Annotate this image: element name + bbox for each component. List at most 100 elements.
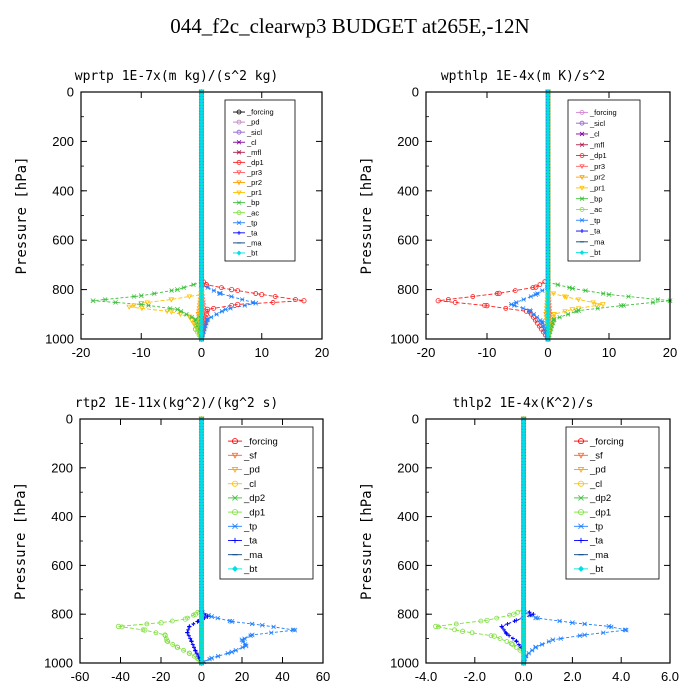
series-marker-dp1 (165, 639, 171, 644)
data-point-dp1 (301, 298, 307, 304)
data-point-bp (174, 287, 180, 293)
data-point-tp (243, 643, 249, 649)
data-point-tp (239, 637, 245, 643)
legend-box (567, 99, 641, 262)
series-marker-bp (550, 320, 556, 326)
data-point-ta (514, 638, 519, 644)
x-tick-label: 6.0 (661, 669, 679, 684)
panel-wprtp: wprtp 1E-7x(m kg)/(s^2 kg) Pressure [hPa]… (14, 69, 329, 360)
data-point-dp1 (142, 627, 148, 633)
series-line-bp (92, 92, 202, 340)
legend-swatch-marker (231, 509, 238, 516)
series-marker-tp (233, 648, 239, 653)
data-point-dp1 (182, 616, 188, 622)
legend-swatch-marker (236, 220, 242, 226)
series-marker-dp1 (512, 288, 518, 293)
data-point-tp (209, 614, 215, 620)
legend-entry-dp1: _dp1 (246, 158, 264, 167)
legend-entry-bp: _bp (589, 194, 603, 203)
panel-title: wpthlp 1E-4x(m K)/s^2 (441, 69, 605, 84)
series-marker-dp1 (144, 621, 150, 627)
x-tick-label: -10 (478, 345, 497, 360)
series-marker-tp (271, 624, 276, 630)
series-marker-bp (113, 300, 118, 305)
series-marker-dp1 (181, 647, 186, 653)
data-point-tp (259, 622, 265, 628)
legend-swatch-marker (579, 207, 585, 212)
series-marker-dp1 (510, 642, 516, 647)
series-line-dp1 (438, 92, 549, 340)
series-marker-ta (190, 642, 195, 647)
legend-swatch-marker (579, 217, 585, 223)
legend-entry-sicl: _sicl (589, 119, 605, 128)
x-tick-label: 0 (198, 669, 205, 684)
legend-entry-mfl: _mfl (246, 148, 262, 157)
series-marker-dp1 (211, 305, 216, 311)
y-tick-label: 200 (397, 134, 419, 149)
series-marker-ta (511, 636, 516, 641)
y-tick-label: 1000 (390, 332, 419, 347)
series-marker-tp (249, 621, 255, 627)
series-line-dp1 (435, 419, 525, 663)
series-marker-pr1 (177, 312, 184, 318)
series-marker-bp (600, 291, 606, 296)
data-point-ta (187, 624, 192, 629)
data-point-dp1 (484, 617, 490, 623)
series-marker-ta (191, 621, 196, 626)
data-point-pr1 (563, 294, 570, 301)
legend-entry-forcing: _forcing (246, 108, 274, 117)
legend-swatch-marker (236, 210, 242, 216)
series-marker-ta (516, 642, 521, 647)
x-tick-label: 20 (235, 669, 249, 684)
legend-swatch-marker (232, 537, 238, 544)
series-group (433, 416, 629, 667)
series-marker-tp (205, 285, 210, 290)
legend-swatch-marker (232, 523, 238, 530)
series-marker-dp1 (515, 609, 521, 615)
legend-entry-mfl: _mfl (589, 140, 605, 149)
legend-swatch-marker (579, 142, 585, 148)
legend-swatch-marker (577, 565, 585, 572)
legend-entry-bt: _bt (589, 248, 601, 257)
data-point-tp (623, 627, 629, 633)
series-marker-tp (268, 630, 274, 636)
legend-swatch-marker (231, 565, 239, 572)
series-marker-dp1 (170, 642, 176, 647)
legend-entry-pr2: _pr2 (589, 173, 605, 182)
legend-swatch-marker (579, 196, 585, 201)
legend-entry-pr1: _pr1 (589, 183, 605, 192)
x-tick-label: -20 (152, 669, 171, 684)
x-tick-label: 20 (663, 345, 677, 360)
legend-entry-cl: _cl (589, 130, 600, 139)
legend: _forcing _sf _pd _cl _dp2 _dp1 _tp _ta _ma _bt (565, 426, 660, 580)
data-point-dp1 (460, 628, 466, 634)
legend-entry-dp2: _dp2 (243, 493, 265, 504)
series-marker-bp (151, 291, 157, 296)
legend-entry-tp: _tp (243, 522, 257, 533)
legend: _forcing _sicl _cl_mfl _dp1 _pr3 _pr2_pr1 _bp _… (567, 99, 641, 262)
series-group (115, 416, 298, 667)
series-marker-dp1 (436, 624, 441, 630)
series-marker-dp1 (219, 285, 224, 291)
series-marker-tp (558, 636, 564, 641)
data-point-tp (217, 290, 223, 296)
legend-swatch-marker (236, 159, 242, 165)
legend-swatch-marker (236, 119, 242, 125)
legend-entry-forcing: _forcing (589, 436, 624, 447)
series-marker-dp1 (523, 308, 529, 314)
legend-entry-pd: _pd (246, 118, 260, 127)
data-point-dp1 (533, 284, 539, 290)
series-marker-bp (191, 282, 196, 287)
series-marker-pr1 (575, 297, 582, 303)
data-point-bp (618, 303, 624, 309)
series-marker-bp (565, 312, 571, 317)
legend-swatch-marker (231, 452, 239, 459)
y-tick-label: 600 (397, 233, 419, 248)
data-point-tp (527, 308, 533, 314)
y-tick-label: 400 (397, 509, 419, 524)
data-point-dp1 (435, 298, 441, 304)
series-marker-dp1 (235, 288, 241, 293)
series-marker-pr1 (594, 303, 600, 309)
series-marker-dp1 (469, 630, 475, 636)
data-point-dp1 (527, 309, 533, 315)
